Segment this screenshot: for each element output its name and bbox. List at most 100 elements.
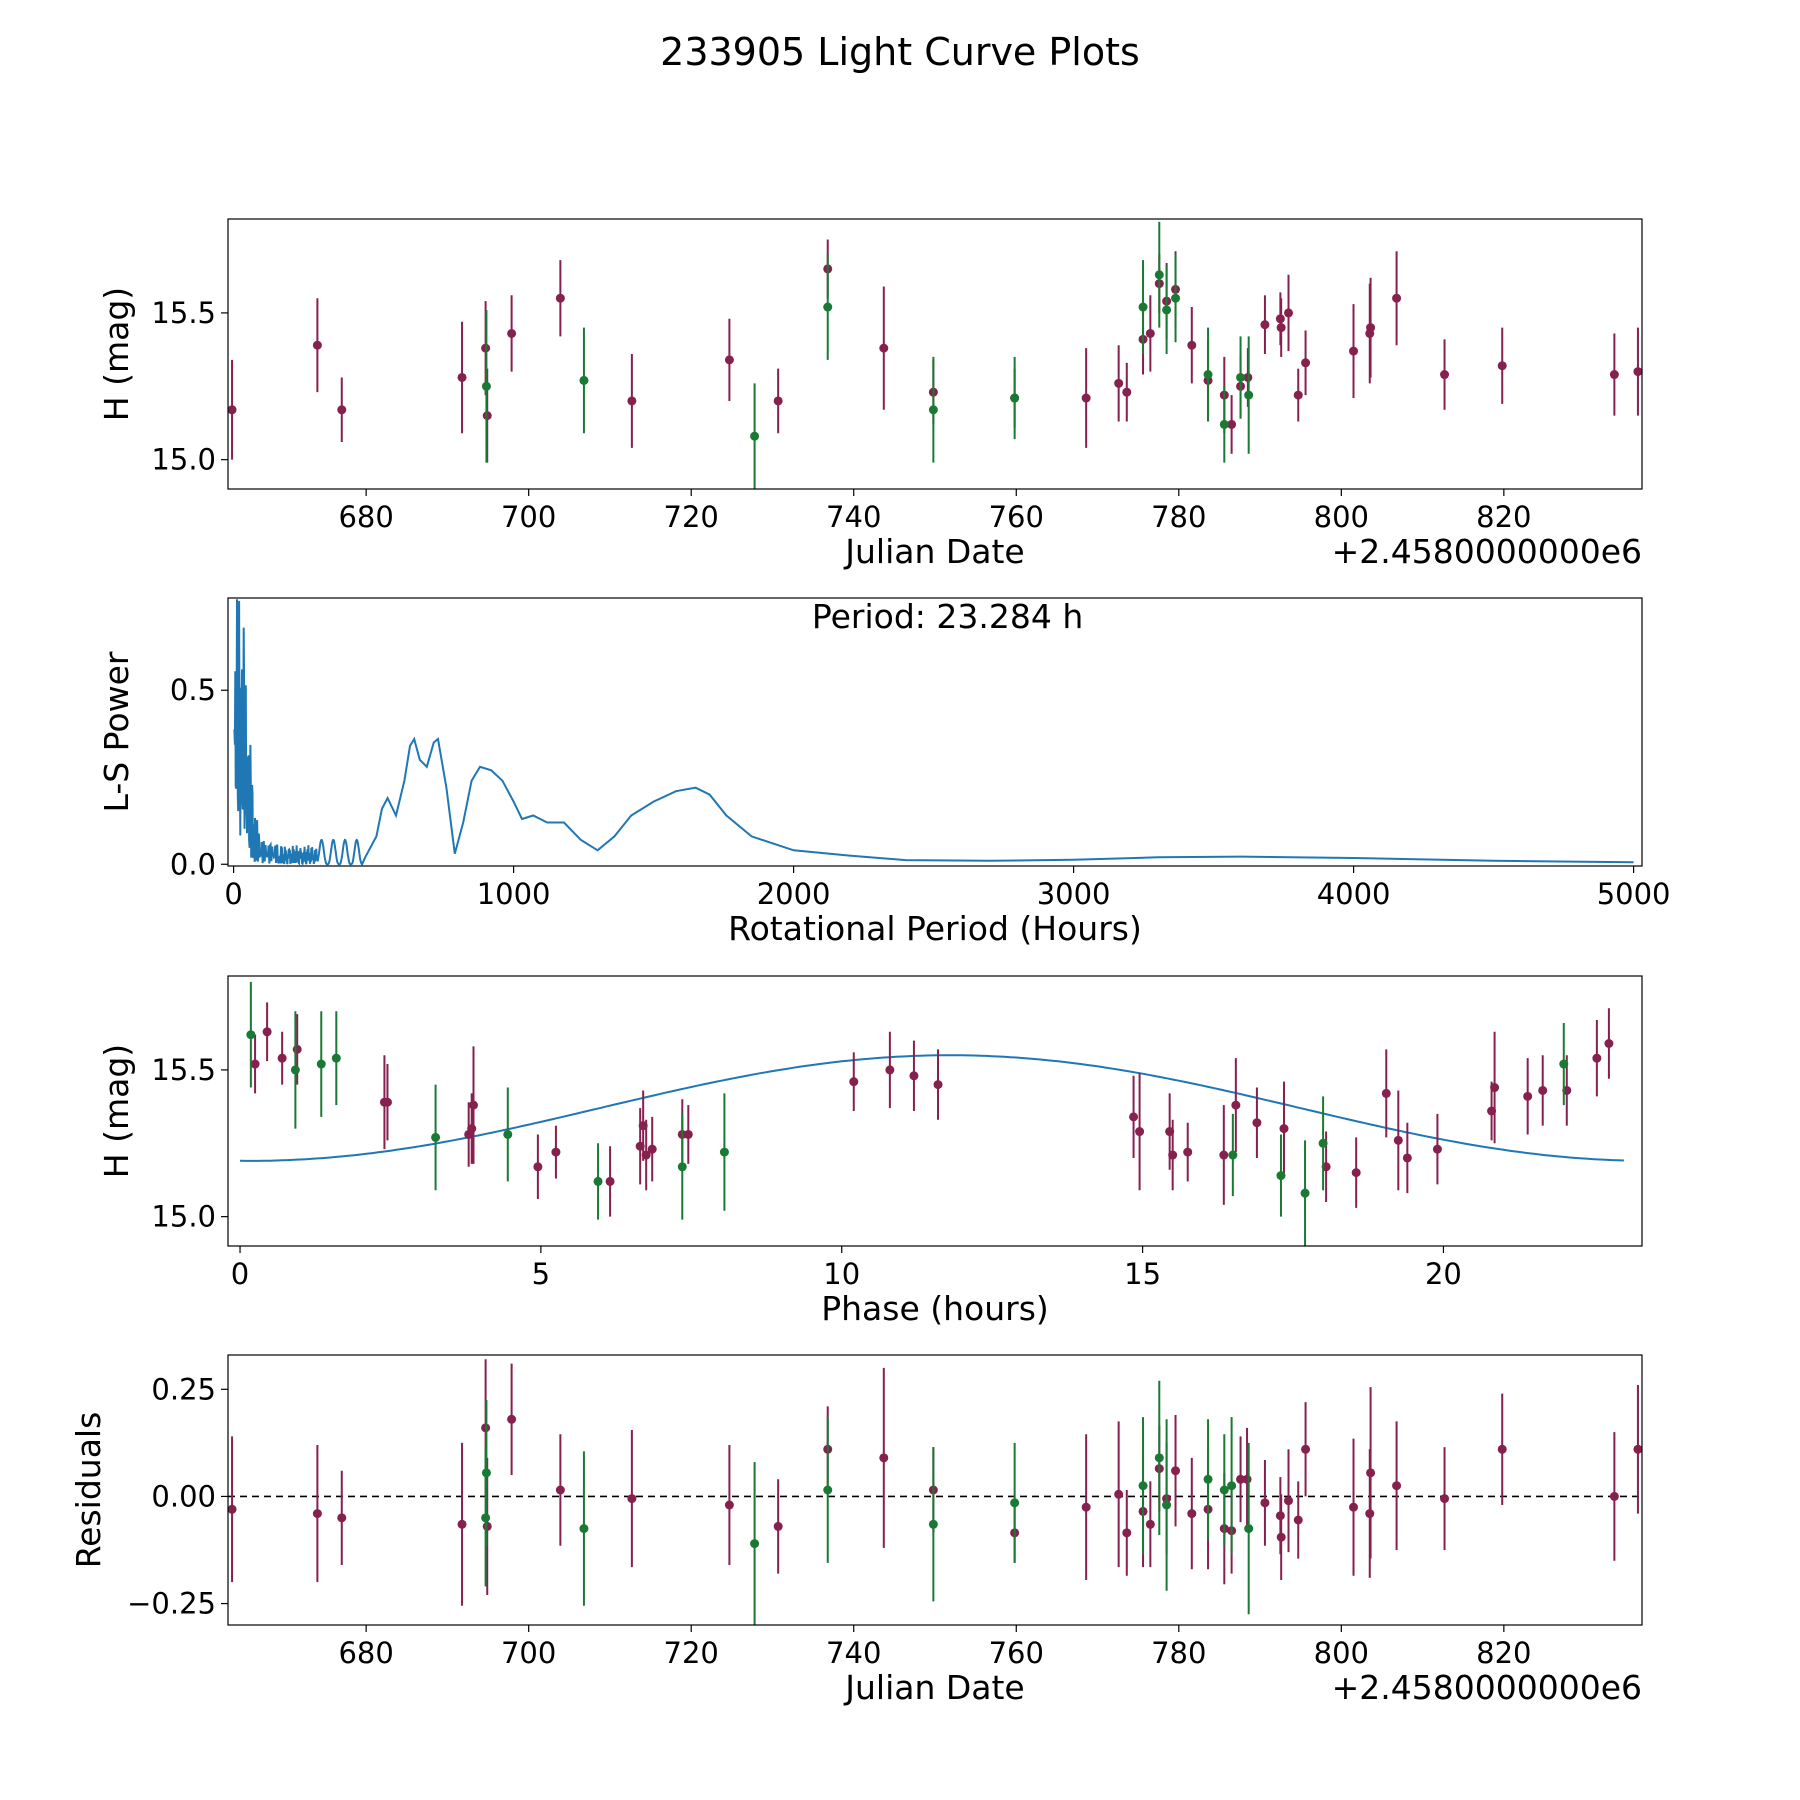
band-b-point [1162, 1500, 1172, 1510]
band-a-point [1440, 1494, 1450, 1504]
band-a-point [337, 405, 347, 415]
x-axis-label: Julian Date [843, 532, 1025, 571]
band-a-point [507, 1414, 517, 1424]
band-a-point [933, 1080, 943, 1090]
band-b-point [750, 1539, 760, 1549]
band-a-point [641, 1150, 651, 1160]
phase-folded-panel: 0 5 10 15 20 15.0 15.5 Phase (hours) H (mag) [97, 975, 1643, 1328]
band-b-point [579, 1524, 589, 1534]
band-b-point [1219, 419, 1229, 429]
band-a-point [1301, 358, 1311, 368]
band-a-point [773, 1521, 783, 1531]
plot-area [239, 981, 1624, 1246]
y-tick-label: 0.00 [151, 1479, 216, 1513]
plot-area [228, 1359, 1642, 1625]
band-b-point [719, 1147, 729, 1157]
band-a-point [468, 1100, 478, 1110]
band-a-point [507, 328, 517, 338]
band-b-point [1138, 1481, 1148, 1491]
band-b-point [928, 1519, 938, 1529]
band-b-point [1138, 302, 1148, 312]
band-a-point [724, 355, 734, 365]
band-a-point [292, 1044, 302, 1054]
x-tick-label: 0 [224, 877, 242, 911]
band-b-point [1227, 1481, 1237, 1491]
x-axis-label: Rotational Period (Hours) [728, 909, 1142, 948]
band-a-point [228, 1504, 237, 1514]
band-a-point [1081, 1502, 1091, 1512]
band-a-point [533, 1162, 543, 1172]
band-a-point [1633, 1444, 1642, 1454]
y-tick-label: 0.25 [151, 1372, 216, 1406]
light-curve-panel: 680 700 720 740 760 780 800 820 15.0 15.5 Julian D… [97, 218, 1643, 571]
x-tick-label: 3000 [1037, 877, 1111, 911]
x-tick-label: 680 [338, 1636, 393, 1670]
plot-area [233, 599, 1634, 866]
band-a-point [879, 343, 889, 353]
y-axis-label: H (mag) [97, 287, 136, 421]
band-a-point [1227, 419, 1237, 429]
y-axis-label: H (mag) [97, 1044, 136, 1178]
band-a-point [555, 293, 565, 303]
band-b-point [246, 1030, 256, 1040]
band-b-point [1318, 1138, 1328, 1148]
band-b-point [1244, 1524, 1254, 1534]
y-tick-label: 15.0 [151, 1200, 216, 1234]
power-curve [233, 599, 1634, 866]
model-fit-curve [239, 1054, 1624, 1162]
band-a-point [1440, 370, 1450, 380]
band-a-point [773, 396, 783, 406]
band-b-point [1162, 305, 1172, 315]
band-a-point [1523, 1091, 1533, 1101]
x-tick-label: 680 [338, 500, 393, 534]
x-tick-label: 10 [823, 1257, 860, 1291]
figure-title: 233905 Light Curve Plots [660, 30, 1140, 74]
y-axis-label: Residuals [69, 1412, 108, 1569]
band-a-point [457, 372, 467, 382]
band-a-point [1381, 1088, 1391, 1098]
band-a-point [1538, 1085, 1548, 1095]
band-a-point [1122, 1528, 1132, 1538]
band-a-point [1349, 346, 1359, 356]
y-tick-label: 15.5 [151, 296, 216, 330]
band-b-point [1559, 1059, 1569, 1069]
band-a-point [228, 405, 237, 415]
band-a-point [1366, 1468, 1376, 1478]
band-a-point [1260, 320, 1270, 330]
x-tick-label: 1000 [477, 877, 551, 911]
band-a-point [1260, 1498, 1270, 1508]
band-a-point [250, 1059, 260, 1069]
band-a-point [1129, 1112, 1139, 1122]
band-b-point [750, 431, 760, 441]
band-a-point [1252, 1118, 1262, 1128]
plot-frame [227, 1354, 1643, 1626]
band-a-point [1592, 1053, 1602, 1063]
band-a-point [627, 1494, 637, 1504]
band-b-point [823, 302, 833, 312]
band-a-point [1284, 308, 1293, 318]
band-a-point [1293, 1515, 1303, 1525]
x-tick-label: 0 [231, 1257, 249, 1291]
band-a-point [1432, 1144, 1442, 1154]
y-tick-label: 0.5 [170, 673, 216, 707]
band-a-point [1497, 361, 1507, 371]
band-a-point [1609, 1491, 1619, 1501]
x-tick-label: 800 [1314, 500, 1369, 534]
band-a-point [551, 1147, 561, 1157]
band-b-point [1154, 1453, 1164, 1463]
x-tick-label: 5000 [1597, 877, 1671, 911]
band-b-point [290, 1065, 300, 1075]
band-a-point [1242, 1474, 1252, 1484]
band-b-point [579, 375, 589, 385]
x-tick-label: 5 [532, 1257, 550, 1291]
band-b-point [928, 405, 938, 415]
x-tick-label: 20 [1425, 1257, 1462, 1291]
band-a-point [312, 340, 322, 350]
band-a-point [1279, 1124, 1289, 1134]
band-b-point [1300, 1188, 1310, 1198]
band-b-point [503, 1129, 513, 1139]
band-a-point [467, 1124, 477, 1134]
band-a-point [1145, 328, 1155, 338]
band-b-point [1228, 1150, 1238, 1160]
